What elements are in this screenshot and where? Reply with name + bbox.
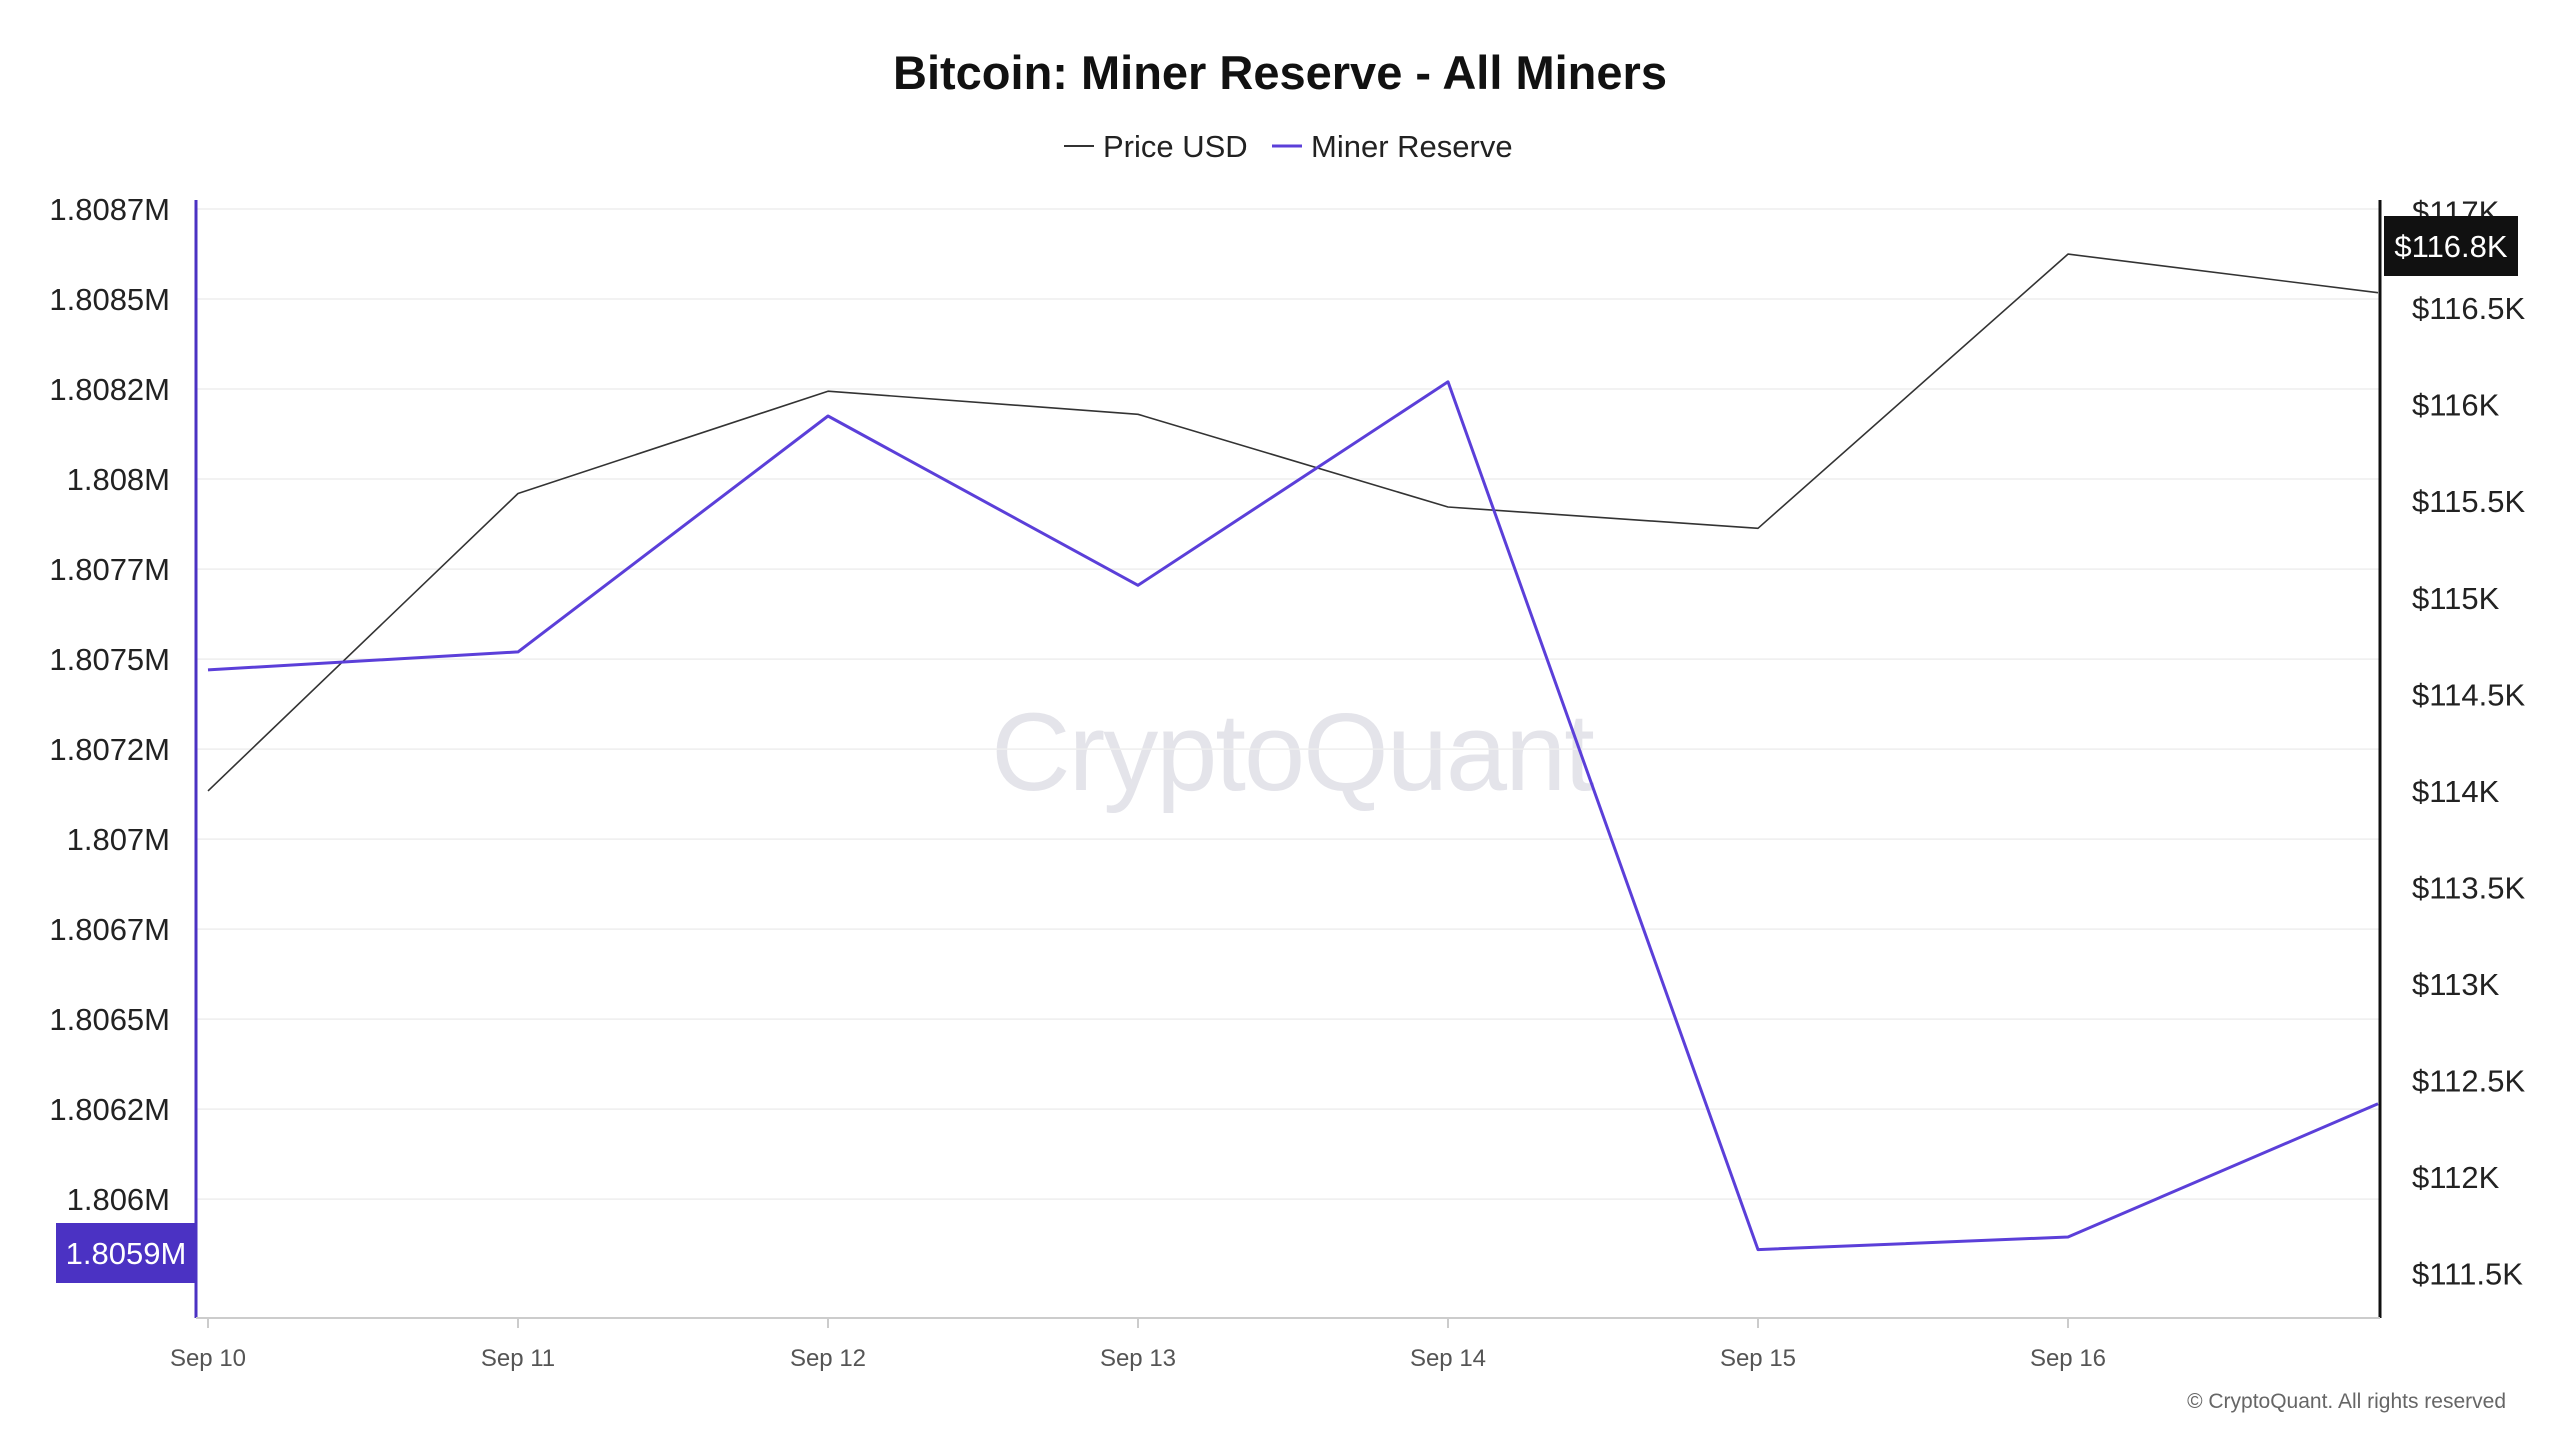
y-right-tick-label: $115K (2412, 581, 2500, 616)
x-tick-label: Sep 11 (481, 1345, 555, 1372)
x-tick-label: Sep 13 (1100, 1345, 1176, 1372)
series-line-miner-reserve[interactable] (207, 380, 2379, 1252)
x-tick-label: Sep 12 (790, 1345, 866, 1372)
series-line-price-usd[interactable] (207, 253, 2379, 792)
current-value-badges: 1.8059M $116.8K (56, 216, 2518, 1283)
y-right-tick-label: $112.5K (2412, 1063, 2526, 1098)
axes (194, 200, 2382, 1328)
legend-label-price-usd[interactable]: Price USD (1103, 129, 1248, 164)
y-right-tick-label: $111.5K (2412, 1257, 2523, 1292)
x-tick-label: Sep 14 (1410, 1345, 1486, 1372)
y-left-tick-label: 1.8082M (49, 372, 170, 407)
x-tick-label: Sep 15 (1720, 1345, 1796, 1372)
copyright-text: © CryptoQuant. All rights reserved (2187, 1390, 2506, 1413)
current-value-badge-left (56, 1223, 196, 1283)
y-left-tick-label: 1.806M (67, 1182, 170, 1217)
y-left-tick-label: 1.8072M (49, 732, 170, 767)
y-right-tick-label: $115.5K (2412, 484, 2526, 519)
chart-title: Bitcoin: Miner Reserve - All Miners (893, 46, 1667, 99)
legend-label-miner-reserve[interactable]: Miner Reserve (1311, 129, 1513, 164)
y-left-tick-label: 1.807M (67, 822, 170, 857)
y-right-tick-label: $114K (2412, 774, 2500, 809)
current-value-label-right: $116.8K (2394, 229, 2508, 264)
y-right-tick-label: $116.5K (2412, 291, 2526, 326)
y-left-tick-label: 1.8077M (49, 552, 170, 587)
current-value-label-left: 1.8059M (66, 1236, 187, 1271)
y-left-tick-label: 1.8085M (49, 282, 170, 317)
y-left-tick-label: 1.8065M (49, 1002, 170, 1037)
tick-labels: 1.806M 1.8062M 1.8065M 1.8067M 1.807M 1.8072M… (49, 192, 2525, 1372)
y-left-tick-label: 1.8087M (49, 192, 170, 227)
current-value-badge-right (2384, 216, 2518, 276)
x-tick-label: Sep 10 (170, 1345, 246, 1372)
y-left-tick-label: 1.8075M (49, 642, 170, 677)
y-left-tick-label: 1.808M (67, 462, 170, 497)
y-left-tick-label: 1.8062M (49, 1092, 170, 1127)
y-right-tick-label: $113K (2412, 967, 2500, 1002)
watermark: CryptoQuant (991, 691, 1594, 814)
y-right-tick-label: $114.5K (2412, 677, 2526, 712)
x-tick-label: Sep 16 (2030, 1345, 2106, 1372)
y-left-tick-label: 1.8067M (49, 912, 170, 947)
y-right-tick-label: $113.5K (2412, 870, 2526, 905)
y-right-tick-label: $116K (2412, 388, 2500, 423)
y-right-tick-label: $112K (2412, 1160, 2500, 1195)
series-lines (207, 253, 2379, 1252)
legend: Price USD Miner Reserve (1064, 129, 1513, 164)
